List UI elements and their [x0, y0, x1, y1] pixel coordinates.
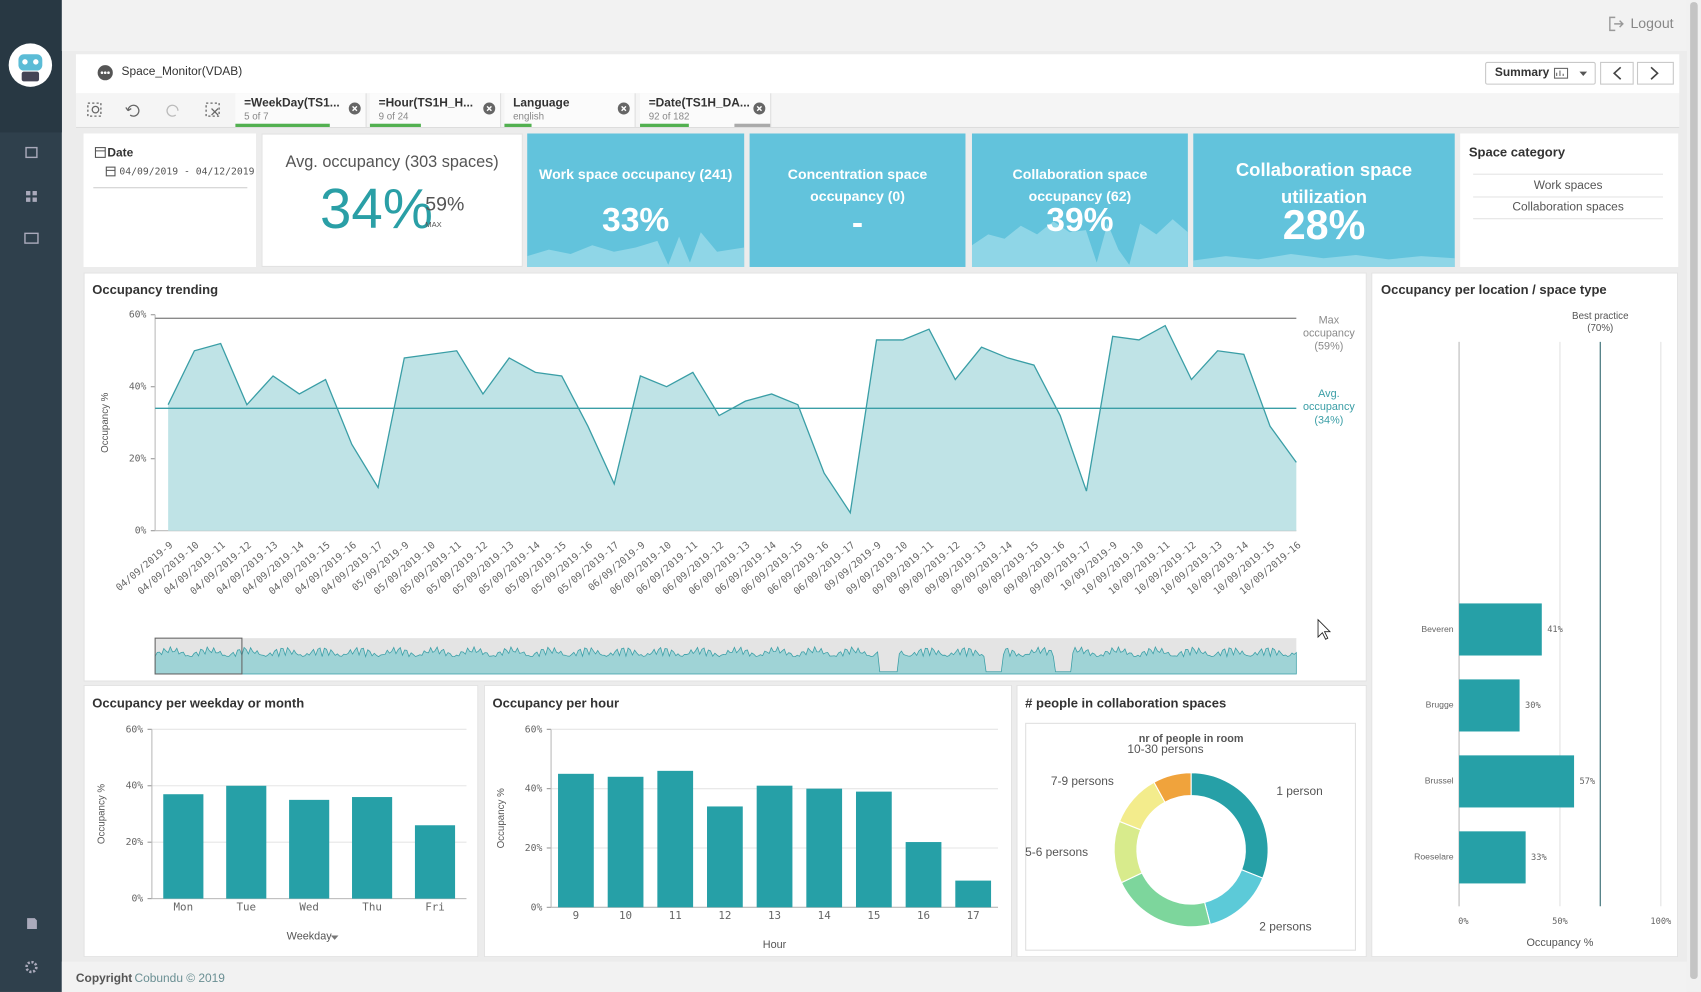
kpi-tile[interactable]: Concentration space occupancy (0) - [749, 133, 966, 267]
footer-bold: Copyright [75, 972, 133, 986]
tool-icon[interactable] [125, 104, 140, 117]
footer [61, 961, 1687, 992]
top-bar [61, 0, 1687, 52]
summary-button[interactable] [1485, 61, 1596, 85]
filter-name: =Hour(TS1H_H... [378, 96, 474, 110]
chart-title: Occupancy per weekday or month [92, 695, 305, 711]
filter-state: 5 of 7 [244, 110, 269, 122]
tool-icon[interactable] [87, 102, 102, 117]
filter-name: Language [513, 96, 570, 110]
app-title: Space_Monitor(VDAB) [121, 65, 243, 79]
filter-tab[interactable]: =WeekDay(TS1... 5 of 7 [235, 93, 367, 127]
filter-bar [235, 123, 330, 127]
kpi-tile[interactable]: Collaboration space utilization 28% [1193, 133, 1455, 267]
trending-panel [83, 272, 1367, 682]
tile-title: Collaboration space occupancy (62) [1012, 166, 1148, 205]
nav-icon[interactable] [26, 191, 37, 202]
sheet-header [75, 54, 1680, 95]
tile-value: - [851, 202, 864, 241]
chart-title: # people in collaboration spaces [1025, 695, 1227, 711]
tool-icon[interactable] [205, 102, 220, 117]
nav-icon[interactable] [24, 232, 39, 244]
filter-bar [369, 123, 421, 127]
avg-kpi-panel [261, 133, 523, 267]
settings-icon[interactable] [25, 960, 38, 974]
date-panel [83, 133, 257, 267]
kpi-tile[interactable]: Collaboration space occupancy (62) 39% [971, 133, 1188, 267]
tile-sparkline [527, 232, 745, 267]
space-category-title: Space category [1468, 144, 1566, 160]
filter-name: =WeekDay(TS1... [244, 96, 340, 110]
kpi-max-label: MAX [425, 221, 442, 229]
filter-state: 9 of 24 [378, 110, 409, 122]
filter-bar [734, 123, 771, 127]
reference-label: Best practice (70%) [1572, 310, 1629, 334]
kpi-max: 59% [425, 193, 465, 215]
filter-tab[interactable]: =Hour(TS1H_H... 9 of 24 [369, 93, 502, 127]
kpi-title: Avg. occupancy (303 spaces) [285, 153, 499, 172]
logout[interactable]: Logout [1630, 15, 1674, 32]
next-button[interactable] [1636, 61, 1674, 85]
chart-title: Occupancy trending [92, 282, 219, 298]
filter-bar [640, 123, 689, 127]
weekday-panel [83, 684, 479, 958]
nav-arrows [1612, 66, 1659, 80]
filter-clear-icons [348, 102, 766, 115]
chart-title: Occupancy per hour [492, 695, 620, 711]
sidebar [0, 0, 62, 992]
tile-value: 33% [602, 200, 670, 239]
scrollbar-thumb[interactable] [1690, 2, 1698, 979]
donut-frame [1025, 722, 1356, 951]
filter-bar [504, 123, 532, 127]
tool-icon[interactable] [166, 104, 179, 117]
location-panel [1371, 272, 1679, 958]
tile-title: Concentration space occupancy (0) [787, 166, 928, 205]
tile-sparkline [1193, 253, 1455, 267]
kpi-tile[interactable]: Work space occupancy (241) 33% [527, 133, 745, 267]
summary-icons [1553, 67, 1588, 79]
sidebar-icons [8, 0, 83, 974]
date-range[interactable]: 04/09/2019 - 04/12/2019 [119, 167, 255, 178]
hour-panel [483, 684, 1013, 958]
kpi-value: 34% [320, 177, 433, 241]
category-item[interactable]: Collaboration spaces [1473, 196, 1663, 220]
filter-tab[interactable]: =Date(TS1H_DA... 92 of 182 [640, 93, 772, 127]
tile-title: Work space occupancy (241) [539, 166, 733, 183]
space-category-panel [1460, 133, 1679, 267]
reference-label: Avg. occupancy (34%) [1302, 388, 1355, 427]
tile-value: 28% [1282, 202, 1366, 249]
prev-button[interactable] [1600, 61, 1634, 85]
tile-value: 39% [1046, 200, 1114, 239]
logout-icon [1609, 16, 1624, 32]
date-icons [93, 147, 248, 189]
filter-state: 92 of 182 [648, 110, 690, 122]
app-icon [97, 65, 113, 81]
date-title: Date [107, 146, 134, 160]
footer-text: Cobundu © 2019 [134, 972, 225, 986]
reference-label: Max occupancy (59%) [1302, 314, 1355, 353]
summary-label: Summary [1494, 66, 1550, 80]
nav-icon[interactable] [25, 146, 38, 159]
filter-name: =Date(TS1H_DA... [648, 96, 750, 110]
category-item[interactable]: Work spaces [1473, 173, 1663, 198]
filter-tab[interactable]: Language english [504, 93, 636, 127]
tile-title: Collaboration space utilization [1235, 159, 1413, 208]
nav-icon[interactable] [27, 918, 37, 930]
tile-sparkline [971, 219, 1188, 267]
chart-title: Occupancy per location / space type [1380, 282, 1607, 298]
filter-state: english [513, 110, 545, 122]
selection-tools [87, 102, 220, 117]
